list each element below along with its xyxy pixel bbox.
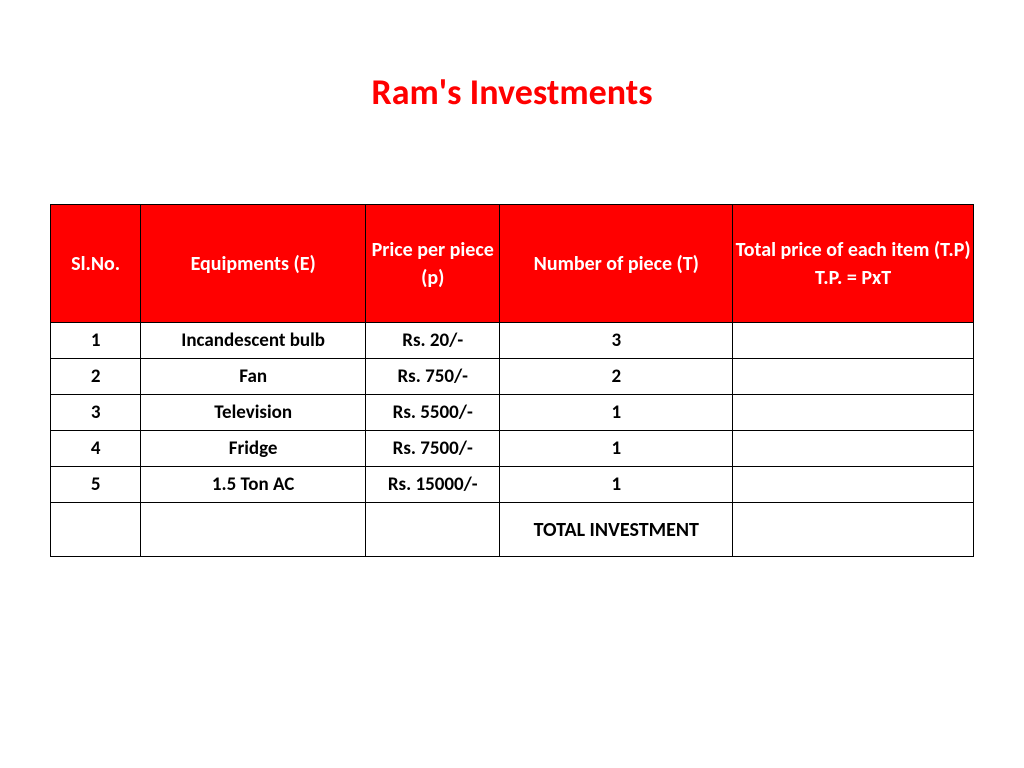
cell-qty: 1: [500, 467, 733, 503]
cell-equipment: 1.5 Ton AC: [141, 467, 366, 503]
cell-qty: 3: [500, 323, 733, 359]
table-row: 4 Fridge Rs. 7500/- 1: [51, 431, 974, 467]
cell-total: [733, 431, 974, 467]
cell-qty: 2: [500, 359, 733, 395]
table-row: 2 Fan Rs. 750/- 2: [51, 359, 974, 395]
table-row: 1 Incandescent bulb Rs. 20/- 3: [51, 323, 974, 359]
cell-qty: 1: [500, 431, 733, 467]
col-header-total: Total price of each item (T.P)T.P. = PxT: [733, 205, 974, 323]
cell-equipment: Fridge: [141, 431, 366, 467]
col-header-equipments: Equipments (E): [141, 205, 366, 323]
footer-value: [733, 503, 974, 557]
cell-total: [733, 467, 974, 503]
cell-equipment: Fan: [141, 359, 366, 395]
table-header-row: Sl.No. Equipments (E) Price per piece(p)…: [51, 205, 974, 323]
cell-equipment: Television: [141, 395, 366, 431]
cell-slno: 3: [51, 395, 141, 431]
cell-price: Rs. 20/-: [366, 323, 500, 359]
cell-slno: 4: [51, 431, 141, 467]
cell-total: [733, 323, 974, 359]
cell-total: [733, 395, 974, 431]
table-row: 5 1.5 Ton AC Rs. 15000/- 1: [51, 467, 974, 503]
cell-slno: 2: [51, 359, 141, 395]
col-header-price: Price per piece(p): [366, 205, 500, 323]
page-title: Ram's Investments: [50, 70, 974, 114]
cell-price: Rs. 7500/-: [366, 431, 500, 467]
cell-price: Rs. 750/-: [366, 359, 500, 395]
cell-qty: 1: [500, 395, 733, 431]
col-header-slno: Sl.No.: [51, 205, 141, 323]
footer-empty: [141, 503, 366, 557]
footer-empty: [51, 503, 141, 557]
table-footer-row: TOTAL INVESTMENT: [51, 503, 974, 557]
cell-total: [733, 359, 974, 395]
footer-empty: [366, 503, 500, 557]
table-row: 3 Television Rs. 5500/- 1: [51, 395, 974, 431]
cell-equipment: Incandescent bulb: [141, 323, 366, 359]
col-header-qty: Number of piece (T): [500, 205, 733, 323]
investments-table: Sl.No. Equipments (E) Price per piece(p)…: [50, 204, 974, 557]
cell-slno: 1: [51, 323, 141, 359]
footer-label: TOTAL INVESTMENT: [500, 503, 733, 557]
table-body: 1 Incandescent bulb Rs. 20/- 3 2 Fan Rs.…: [51, 323, 974, 557]
cell-slno: 5: [51, 467, 141, 503]
cell-price: Rs. 15000/-: [366, 467, 500, 503]
cell-price: Rs. 5500/-: [366, 395, 500, 431]
